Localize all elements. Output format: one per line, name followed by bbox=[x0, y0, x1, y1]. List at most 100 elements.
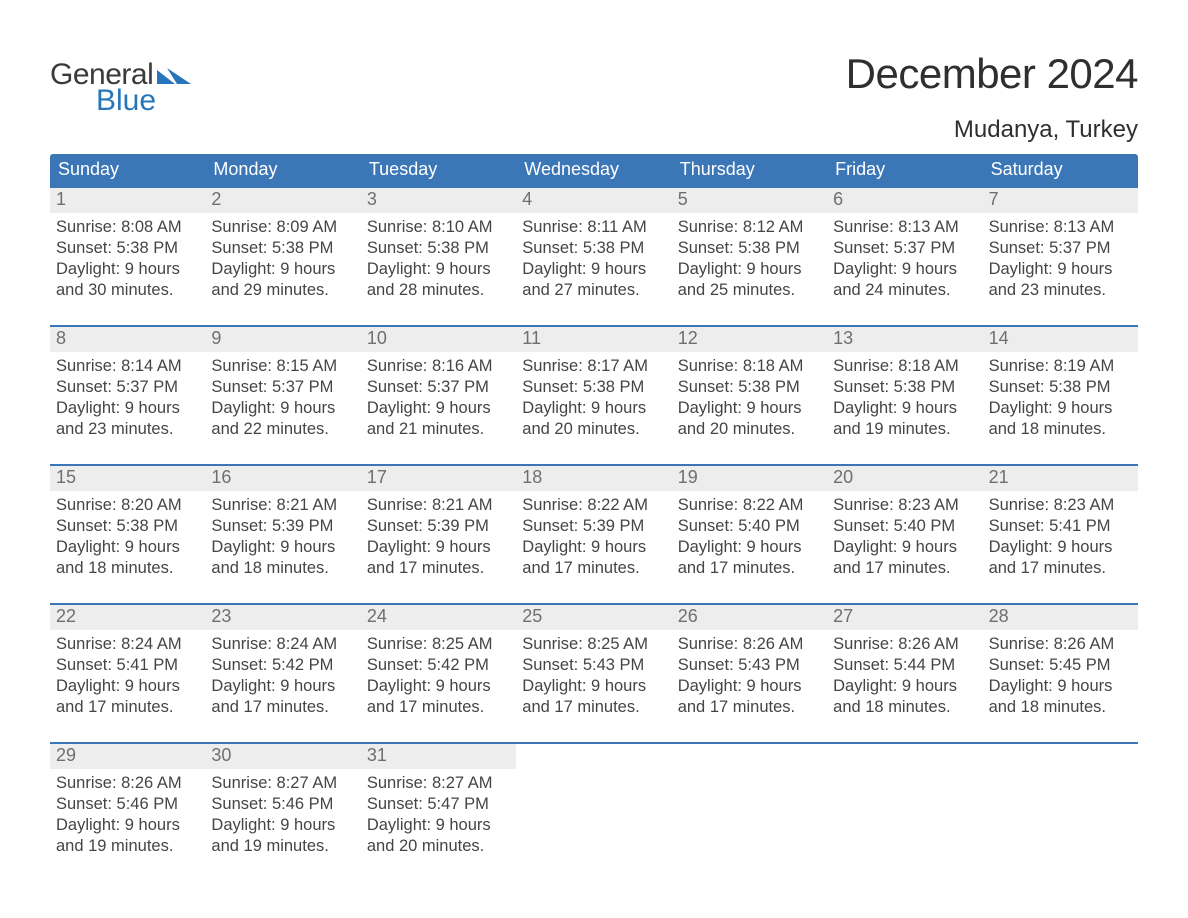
weeks-container: 1Sunrise: 8:08 AMSunset: 5:38 PMDaylight… bbox=[50, 186, 1138, 857]
daylight-line-1: Daylight: 9 hours bbox=[522, 676, 665, 697]
day-number: 31 bbox=[361, 744, 516, 769]
daylight-line-1: Daylight: 9 hours bbox=[367, 398, 510, 419]
day-body: Sunrise: 8:26 AMSunset: 5:44 PMDaylight:… bbox=[827, 630, 982, 718]
daylight-line-1: Daylight: 9 hours bbox=[522, 537, 665, 558]
daylight-line-2: and 24 minutes. bbox=[833, 280, 976, 301]
day-cell: 24Sunrise: 8:25 AMSunset: 5:42 PMDayligh… bbox=[361, 605, 516, 718]
day-body: Sunrise: 8:17 AMSunset: 5:38 PMDaylight:… bbox=[516, 352, 671, 440]
daylight-line-2: and 17 minutes. bbox=[522, 697, 665, 718]
daylight-line-2: and 17 minutes. bbox=[678, 558, 821, 579]
daylight-line-1: Daylight: 9 hours bbox=[678, 259, 821, 280]
day-cell: 27Sunrise: 8:26 AMSunset: 5:44 PMDayligh… bbox=[827, 605, 982, 718]
sunset-line: Sunset: 5:37 PM bbox=[211, 377, 354, 398]
daylight-line-2: and 18 minutes. bbox=[833, 697, 976, 718]
daylight-line-2: and 17 minutes. bbox=[989, 558, 1132, 579]
daylight-line-1: Daylight: 9 hours bbox=[56, 676, 199, 697]
daylight-line-2: and 20 minutes. bbox=[367, 836, 510, 857]
day-number: 23 bbox=[205, 605, 360, 630]
sunset-line: Sunset: 5:40 PM bbox=[833, 516, 976, 537]
sunrise-line: Sunrise: 8:22 AM bbox=[522, 495, 665, 516]
day-number: 19 bbox=[672, 466, 827, 491]
day-body: Sunrise: 8:14 AMSunset: 5:37 PMDaylight:… bbox=[50, 352, 205, 440]
sunset-line: Sunset: 5:42 PM bbox=[367, 655, 510, 676]
daylight-line-2: and 18 minutes. bbox=[989, 697, 1132, 718]
sunrise-line: Sunrise: 8:11 AM bbox=[522, 217, 665, 238]
sunrise-line: Sunrise: 8:20 AM bbox=[56, 495, 199, 516]
day-number: 15 bbox=[50, 466, 205, 491]
sunset-line: Sunset: 5:37 PM bbox=[833, 238, 976, 259]
sunset-line: Sunset: 5:38 PM bbox=[56, 516, 199, 537]
day-cell: 11Sunrise: 8:17 AMSunset: 5:38 PMDayligh… bbox=[516, 327, 671, 440]
daylight-line-2: and 20 minutes. bbox=[678, 419, 821, 440]
day-body: Sunrise: 8:23 AMSunset: 5:40 PMDaylight:… bbox=[827, 491, 982, 579]
daylight-line-1: Daylight: 9 hours bbox=[211, 676, 354, 697]
day-number: 11 bbox=[516, 327, 671, 352]
weekday-header: Thursday bbox=[672, 154, 827, 186]
day-number bbox=[672, 744, 827, 769]
day-cell: 26Sunrise: 8:26 AMSunset: 5:43 PMDayligh… bbox=[672, 605, 827, 718]
daylight-line-1: Daylight: 9 hours bbox=[833, 537, 976, 558]
day-body: Sunrise: 8:10 AMSunset: 5:38 PMDaylight:… bbox=[361, 213, 516, 301]
day-body: Sunrise: 8:21 AMSunset: 5:39 PMDaylight:… bbox=[205, 491, 360, 579]
sunrise-line: Sunrise: 8:14 AM bbox=[56, 356, 199, 377]
day-cell bbox=[516, 744, 671, 857]
sunrise-line: Sunrise: 8:13 AM bbox=[833, 217, 976, 238]
day-body: Sunrise: 8:26 AMSunset: 5:43 PMDaylight:… bbox=[672, 630, 827, 718]
sunset-line: Sunset: 5:44 PM bbox=[833, 655, 976, 676]
sunset-line: Sunset: 5:43 PM bbox=[522, 655, 665, 676]
day-body: Sunrise: 8:26 AMSunset: 5:45 PMDaylight:… bbox=[983, 630, 1138, 718]
day-number: 1 bbox=[50, 188, 205, 213]
daylight-line-1: Daylight: 9 hours bbox=[56, 815, 199, 836]
sunset-line: Sunset: 5:41 PM bbox=[56, 655, 199, 676]
day-body: Sunrise: 8:26 AMSunset: 5:46 PMDaylight:… bbox=[50, 769, 205, 857]
daylight-line-1: Daylight: 9 hours bbox=[367, 676, 510, 697]
daylight-line-2: and 23 minutes. bbox=[56, 419, 199, 440]
sunrise-line: Sunrise: 8:09 AM bbox=[211, 217, 354, 238]
daylight-line-1: Daylight: 9 hours bbox=[678, 398, 821, 419]
sunrise-line: Sunrise: 8:12 AM bbox=[678, 217, 821, 238]
week-row: 15 Sunrise: 8:20 AMSunset: 5:38 PM Dayligh… bbox=[50, 464, 1138, 579]
sunset-line: Sunset: 5:38 PM bbox=[833, 377, 976, 398]
daylight-line-1: Daylight: 9 hours bbox=[989, 398, 1132, 419]
sunrise-line: Sunrise: 8:24 AM bbox=[56, 634, 199, 655]
sunrise-line: Sunrise: 8:21 AM bbox=[367, 495, 510, 516]
sunrise-line: Sunrise: 8:16 AM bbox=[367, 356, 510, 377]
daylight-line-1: Daylight: 9 hours bbox=[56, 398, 199, 419]
sunrise-line: Sunrise: 8:26 AM bbox=[56, 773, 199, 794]
daylight-line-1: Daylight: 9 hours bbox=[367, 259, 510, 280]
day-cell: 9Sunrise: 8:15 AMSunset: 5:37 PMDaylight… bbox=[205, 327, 360, 440]
brand-logo: General Blue bbox=[50, 50, 191, 116]
day-body: Sunrise: 8:18 AMSunset: 5:38 PMDaylight:… bbox=[672, 352, 827, 440]
daylight-line-2: and 17 minutes. bbox=[522, 558, 665, 579]
day-body: Sunrise: 8:21 AMSunset: 5:39 PMDaylight:… bbox=[361, 491, 516, 579]
day-body: Sunrise: 8:22 AMSunset: 5:39 PMDaylight:… bbox=[516, 491, 671, 579]
daylight-line-1: Daylight: 9 hours bbox=[367, 815, 510, 836]
sunrise-line: Sunrise: 8:21 AM bbox=[211, 495, 354, 516]
month-title: December 2024 bbox=[846, 50, 1138, 98]
sunset-line: Sunset: 5:38 PM bbox=[678, 377, 821, 398]
day-cell: 6Sunrise: 8:13 AMSunset: 5:37 PMDaylight… bbox=[827, 188, 982, 301]
daylight-line-1: Daylight: 9 hours bbox=[56, 259, 199, 280]
day-number: 8 bbox=[50, 327, 205, 352]
sunrise-line: Sunrise: 8:23 AM bbox=[833, 495, 976, 516]
day-number: 21 bbox=[983, 466, 1138, 491]
sunset-line: Sunset: 5:47 PM bbox=[367, 794, 510, 815]
day-number: 4 bbox=[516, 188, 671, 213]
daylight-line-2: and 21 minutes. bbox=[367, 419, 510, 440]
sunrise-line: Sunrise: 8:15 AM bbox=[211, 356, 354, 377]
day-cell: 7Sunrise: 8:13 AMSunset: 5:37 PMDaylight… bbox=[983, 188, 1138, 301]
week-row: 8Sunrise: 8:14 AMSunset: 5:37 PMDaylight… bbox=[50, 325, 1138, 440]
day-body: Sunrise: 8:11 AMSunset: 5:38 PMDaylight:… bbox=[516, 213, 671, 301]
sunset-line: Sunset: 5:43 PM bbox=[678, 655, 821, 676]
day-number bbox=[516, 744, 671, 769]
day-number: 5 bbox=[672, 188, 827, 213]
day-number: 26 bbox=[672, 605, 827, 630]
day-number: 20 bbox=[827, 466, 982, 491]
day-cell: 3Sunrise: 8:10 AMSunset: 5:38 PMDaylight… bbox=[361, 188, 516, 301]
day-number: 9 bbox=[205, 327, 360, 352]
sunset-line: Sunset: 5:42 PM bbox=[211, 655, 354, 676]
day-cell: 15Sunrise: 8:20 AMSunset: 5:38 PMDayligh… bbox=[50, 466, 205, 579]
day-body bbox=[827, 769, 982, 773]
day-number: 10 bbox=[361, 327, 516, 352]
day-body: Sunrise: 8:18 AMSunset: 5:38 PMDaylight:… bbox=[827, 352, 982, 440]
